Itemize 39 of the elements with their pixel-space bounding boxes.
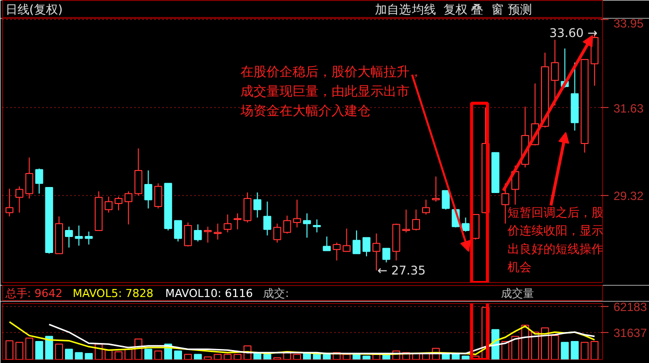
bar — [35, 341, 44, 360]
chart-title: 日线(复权) — [5, 2, 63, 16]
y-tick-label: 31.63 — [614, 101, 644, 116]
text: 复权 — [443, 2, 468, 16]
annotation: 在股价企稳后，股价大幅拉升，成交量现巨量，由此显示出市场资金在大幅介入建仓 — [240, 65, 423, 120]
text: MAVOL10: 6116 — [165, 287, 253, 300]
bar — [194, 354, 202, 360]
bar — [74, 352, 83, 360]
text: 预测 — [508, 2, 532, 16]
line-series — [48, 324, 596, 354]
text: 总手: 9642 — [4, 287, 62, 300]
bar — [45, 336, 54, 360]
text: 成交: — [263, 287, 289, 300]
text: 窗 — [492, 2, 504, 16]
annotation: 短暂回调之后，股价连续收阳，显示出良好的短线操作机会 — [506, 205, 604, 274]
bar — [352, 354, 361, 360]
bar — [362, 356, 370, 360]
bar — [560, 342, 569, 360]
y-tick-label: 29.32 — [614, 189, 644, 204]
text: 均线 — [411, 2, 436, 16]
y-tick-label: 33.95 — [614, 16, 644, 30]
bar — [462, 356, 470, 360]
y-tick-label: 62183 — [614, 300, 648, 314]
annotation: 33.60 → — [549, 26, 598, 40]
bar — [253, 353, 262, 360]
bar — [84, 353, 93, 360]
bar — [322, 354, 331, 360]
bar — [302, 353, 311, 360]
y-tick-label: 31637 — [614, 326, 648, 340]
annotation: ← 27.35 — [377, 263, 426, 278]
bar — [64, 348, 73, 360]
bar — [570, 341, 579, 360]
text: 加自选 — [375, 2, 412, 16]
bar — [144, 348, 152, 360]
text: 成交量 — [501, 287, 534, 300]
text: 叠 — [471, 2, 484, 16]
bar — [263, 354, 272, 360]
text: MAVOL5: 7828 — [72, 287, 154, 300]
bar — [174, 350, 182, 360]
